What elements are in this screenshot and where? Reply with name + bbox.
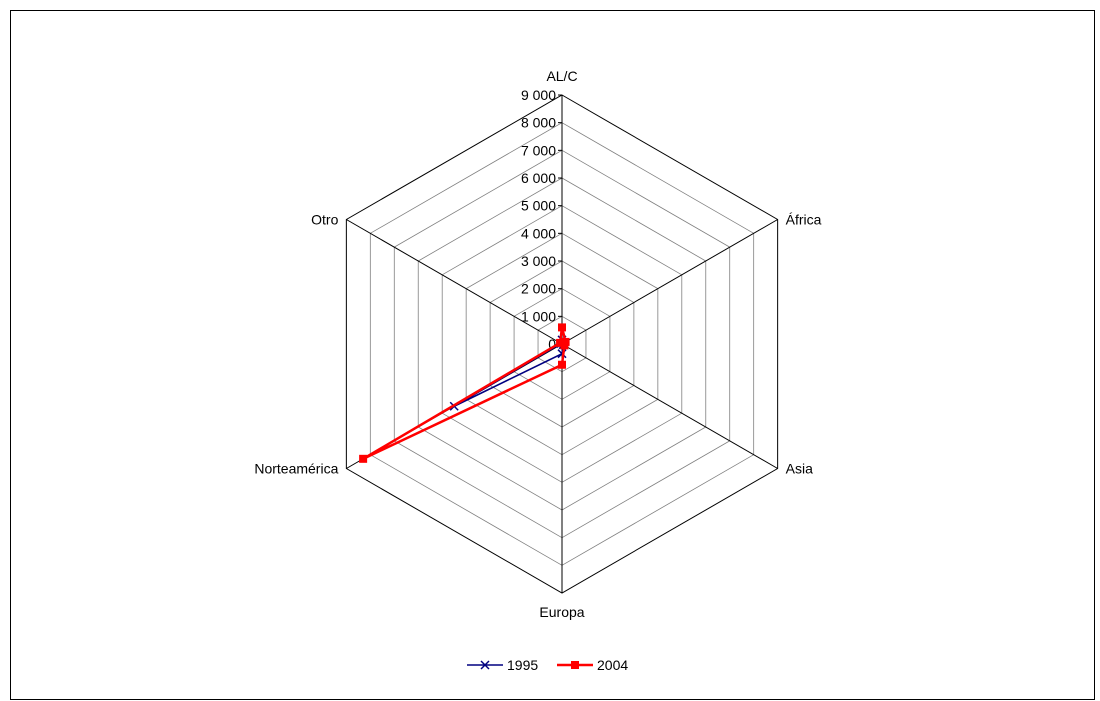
data-series: [359, 323, 570, 463]
legend: 1995 2004: [467, 657, 628, 673]
category-label-5: Otro: [311, 212, 338, 228]
legend-marker: [571, 661, 579, 669]
series-2004: [359, 323, 570, 463]
radial-tick-label: 1 000: [521, 308, 556, 324]
spoke-5: [346, 219, 563, 345]
legend-marker: [480, 660, 490, 670]
radial-tick-labels: 0 1 000 2 000 3 000 4 000 5 000 6 000 7 000 8 00…: [521, 87, 556, 352]
data-point: [359, 454, 368, 463]
radial-tick-label: 5 000: [521, 198, 556, 214]
radial-tick-label: 0: [548, 336, 556, 352]
legend-label: 2004: [597, 657, 628, 673]
category-label-3: Europa: [539, 604, 584, 620]
chart-frame: 0 1 000 2 000 3 000 4 000 5 000 6 000 7 000 8 00…: [10, 10, 1095, 700]
radial-tick-label: 8 000: [521, 115, 556, 131]
data-point: [558, 360, 566, 369]
radar-chart: 0 1 000 2 000 3 000 4 000 5 000 6 000 7 000 8 00…: [254, 68, 821, 673]
radial-tick-label: 7 000: [521, 142, 556, 158]
category-label-4: Norteamérica: [254, 461, 338, 477]
radial-tick-label: 3 000: [521, 253, 556, 269]
legend-item-1995: 1995: [467, 657, 538, 673]
radial-tick-label: 2 000: [521, 281, 556, 297]
category-label-0: AL/C: [546, 68, 577, 84]
data-point: [556, 338, 565, 347]
data-point: [560, 341, 569, 350]
spoke-2: [561, 343, 778, 469]
spoke-1: [561, 219, 778, 345]
legend-item-2004: 2004: [557, 657, 628, 673]
radial-tick-label: 9 000: [521, 87, 556, 103]
category-label-2: Asia: [786, 461, 813, 477]
category-label-1: África: [786, 212, 822, 228]
radial-tick-label: 4 000: [521, 225, 556, 241]
category-labels: AL/C África Asia Europa Norteamérica Otro: [254, 68, 821, 620]
legend-label: 1995: [507, 657, 538, 673]
data-point: [558, 323, 566, 332]
radial-tick-label: 6 000: [521, 170, 556, 186]
